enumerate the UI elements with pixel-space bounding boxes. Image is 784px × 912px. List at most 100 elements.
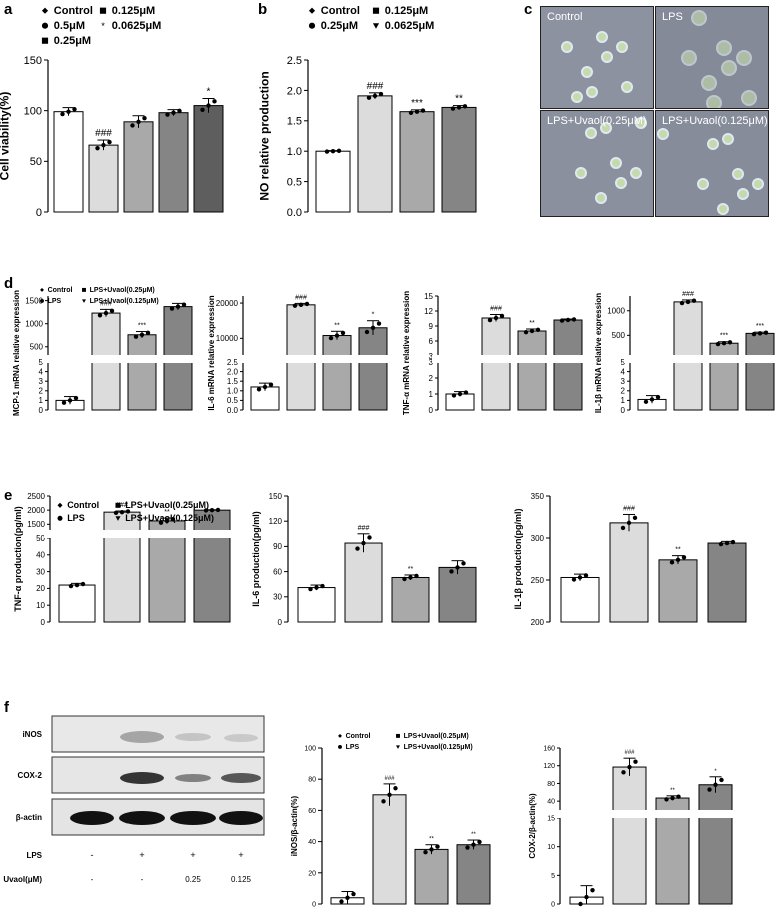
legend-symbol-a-4 — [41, 37, 49, 44]
bar-e3-2 — [658, 559, 698, 623]
cell — [595, 192, 607, 204]
band-actin-4 — [219, 811, 263, 825]
data-point-d1 — [67, 398, 73, 403]
y-tick-label-e2: 60 — [273, 567, 282, 576]
panel-label-b: b — [258, 1, 267, 18]
data-point-f1 — [381, 799, 386, 804]
data-point-e1 — [74, 582, 80, 588]
bar-a-3 — [158, 112, 189, 213]
bar-f2-1 — [612, 766, 647, 905]
y-tick-label-d3: 3 — [429, 352, 434, 361]
significance-label-d2-3: * — [372, 312, 375, 319]
band-actin-3 — [170, 811, 216, 825]
data-point-e1 — [80, 581, 86, 587]
data-point-f2 — [713, 782, 718, 787]
data-point-d3 — [529, 328, 535, 334]
cell — [697, 178, 709, 190]
y-tick-label-f2: 40 — [547, 799, 555, 806]
legend-text-d1-1: LPS+Uvaol(0.25μM) — [90, 287, 155, 294]
data-point-d1 — [139, 332, 145, 337]
data-point-e3 — [626, 520, 632, 526]
legend-symbol-a-0 — [41, 7, 49, 14]
y-tick-label-a: 100 — [24, 106, 42, 118]
data-point-d2 — [262, 384, 268, 390]
y-tick-label-a: 150 — [24, 55, 42, 67]
y-axis-label-e3: IL-1β production(pg/ml) — [513, 509, 523, 610]
legend-text-d1-2: LPS — [48, 298, 62, 305]
data-point-f2 — [578, 901, 583, 907]
data-point-f1 — [477, 839, 482, 845]
data-point-b — [408, 110, 414, 115]
cell — [575, 167, 587, 179]
data-point-a — [177, 108, 182, 114]
data-point-e3 — [675, 557, 681, 563]
y-tick-label-d3: 6 — [429, 337, 434, 346]
data-point-d4 — [643, 399, 649, 404]
y-tick-label-d3: 2 — [429, 374, 434, 383]
cell — [630, 167, 642, 179]
legend-symbol-e1-2 — [57, 515, 63, 521]
data-point-f2 — [707, 787, 712, 792]
data-point-b — [324, 149, 330, 154]
blot-uvaol-value-0: - — [91, 875, 94, 884]
data-point-e1 — [164, 518, 170, 524]
bar-a-2 — [123, 121, 154, 213]
band-cox2-3 — [175, 774, 211, 782]
y-tick-label-d1: 1000 — [25, 319, 43, 328]
cell — [701, 75, 717, 91]
data-point-d1 — [169, 306, 175, 311]
significance-label-f1-3: ** — [471, 832, 476, 838]
data-point-e2 — [361, 540, 366, 546]
bar-d1-2 — [127, 334, 157, 411]
significance-label-d4-2: *** — [720, 333, 728, 340]
chart-b: 0.00.51.01.52.02.5###*** **NO relative pr… — [257, 5, 477, 219]
y-axis-label-d4: IL-1β mRNA relative expression — [594, 293, 603, 413]
data-point-f2 — [627, 764, 632, 770]
axis-break-d3 — [432, 355, 594, 363]
micrograph-cells — [561, 31, 633, 103]
legend-symbol-d1-3 — [82, 299, 86, 303]
y-tick-label-d4: 500 — [612, 331, 626, 340]
data-point-e1 — [203, 508, 209, 513]
cell — [561, 41, 573, 53]
data-point-d3 — [571, 317, 577, 322]
y-tick-label-f2: 10 — [547, 844, 555, 851]
significance-label-e3-2: ** — [675, 547, 681, 554]
cell — [657, 128, 669, 140]
legend-text-a-3: 0.0625μM — [112, 20, 162, 32]
cell — [707, 138, 719, 150]
bar-e2-1 — [344, 542, 383, 623]
data-point-a — [101, 142, 106, 148]
cell — [681, 50, 697, 66]
legend-symbol-b-1 — [372, 7, 380, 14]
cell — [585, 127, 597, 139]
legend-text-f1-0: Control — [346, 733, 371, 740]
western-blot: iNOS COX-2 β-actin LPS Uvaol(μM) - + + + - - 0.25 0.… — [3, 715, 265, 884]
data-point-d3 — [523, 330, 529, 335]
bar-d3-2 — [517, 330, 547, 411]
data-point-d3 — [457, 391, 463, 397]
y-tick-label-d2: 1.0 — [227, 387, 239, 396]
y-tick-label-b: 1.0 — [287, 146, 302, 158]
cell — [691, 10, 707, 26]
bar-e3-0 — [560, 576, 600, 623]
panel-label-a: a — [4, 1, 13, 18]
data-point-b — [336, 148, 342, 154]
y-tick-label-e2: 120 — [269, 517, 283, 526]
data-point-e1 — [125, 509, 131, 514]
blot-uvaol-value-3: 0.125 — [231, 875, 252, 884]
cell — [610, 157, 622, 169]
data-point-d1 — [73, 395, 79, 401]
legend-text-d1-0: Control — [48, 287, 73, 294]
micrograph-cells — [575, 117, 647, 204]
data-point-b — [378, 91, 384, 97]
micrograph-label-lps: LPS — [662, 11, 683, 23]
panel-label-d: d — [4, 275, 13, 292]
y-tick-label-d4: 2 — [621, 387, 626, 396]
data-point-b — [420, 108, 426, 113]
significance-label-f1-1: ### — [384, 776, 395, 782]
band-inos-4 — [224, 734, 258, 742]
data-point-d1 — [181, 302, 187, 307]
significance-label-f2-3: * — [714, 769, 717, 775]
